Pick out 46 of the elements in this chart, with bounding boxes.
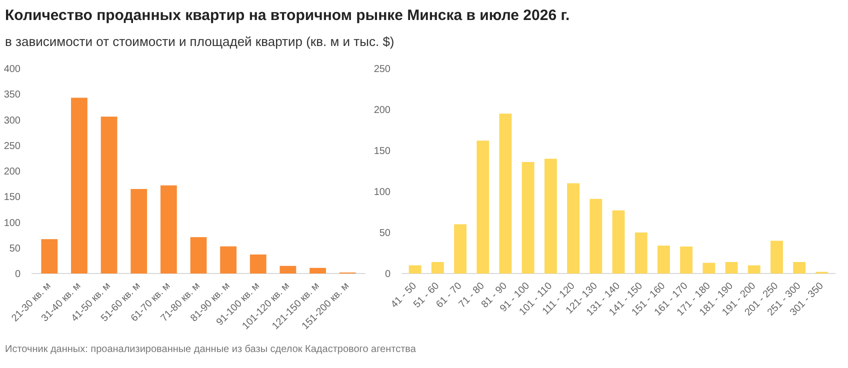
bar bbox=[748, 265, 760, 274]
y-tick-label: 0 bbox=[14, 269, 21, 280]
y-tick-label: 250 bbox=[374, 64, 391, 75]
chart-subtitle: в зависимости от стоимости и площадей квартир (кв. м и тыс. $) bbox=[5, 33, 394, 51]
y-tick-label: 100 bbox=[4, 218, 21, 229]
bar bbox=[408, 265, 422, 274]
bar bbox=[544, 158, 557, 274]
y-tick-label: 250 bbox=[4, 140, 21, 152]
bar bbox=[454, 224, 466, 274]
bar bbox=[702, 262, 716, 274]
bar bbox=[657, 246, 670, 274]
y-tick-label: 300 bbox=[4, 115, 21, 126]
y-tick-label: 150 bbox=[374, 146, 391, 157]
bar bbox=[590, 198, 602, 274]
bar bbox=[680, 246, 693, 274]
y-tick-label: 350 bbox=[4, 90, 21, 101]
bar bbox=[41, 239, 58, 274]
bar bbox=[567, 183, 580, 274]
text: Источник данных: проанализированные данные из базы сделок Кадастрового агентства bbox=[5, 343, 416, 357]
bar bbox=[130, 188, 148, 274]
chart-title: Количество проданных квартир на вторичном рынке Минска в июле 2026 г. bbox=[5, 6, 570, 26]
bar bbox=[499, 114, 512, 274]
y-tick-label: 0 bbox=[384, 269, 391, 280]
y-tick-label: 200 bbox=[374, 105, 391, 116]
bar bbox=[476, 140, 490, 274]
bar bbox=[431, 262, 444, 274]
y-tick-label: 150 bbox=[4, 192, 21, 204]
bar bbox=[612, 210, 625, 274]
bar bbox=[220, 246, 237, 274]
bar bbox=[770, 240, 783, 274]
bar bbox=[725, 262, 738, 274]
y-tick-label: 50 bbox=[9, 243, 21, 254]
bar bbox=[793, 262, 806, 274]
bar bbox=[190, 237, 207, 274]
bar bbox=[522, 162, 534, 274]
bar bbox=[71, 98, 88, 274]
y-tick-label: 400 bbox=[4, 64, 21, 75]
bar bbox=[250, 254, 266, 274]
bar bbox=[634, 232, 648, 274]
y-tick-label: 200 bbox=[4, 166, 21, 178]
bar bbox=[280, 266, 296, 274]
bar bbox=[100, 116, 118, 274]
y-tick-label: 100 bbox=[374, 187, 391, 198]
y-tick-label: 50 bbox=[379, 228, 391, 239]
bar bbox=[160, 185, 177, 274]
bar bbox=[310, 268, 326, 274]
